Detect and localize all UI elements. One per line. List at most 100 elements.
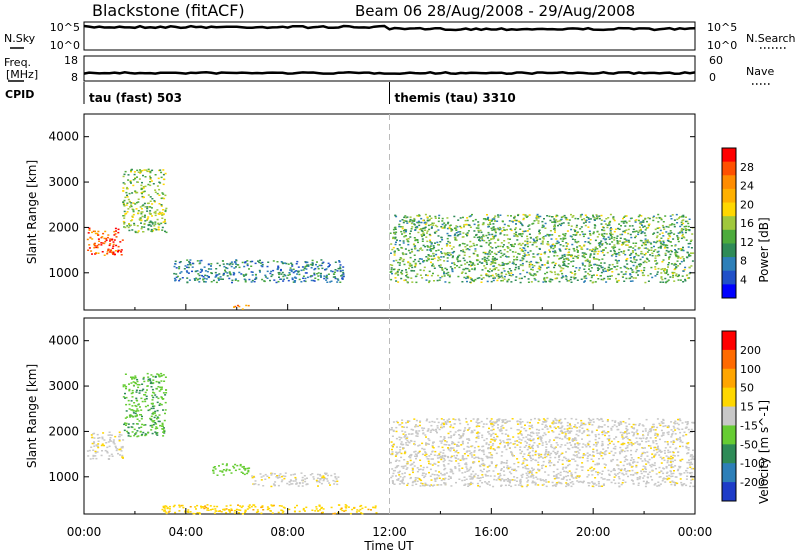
scatter-cell — [609, 233, 612, 236]
scatter-cell — [266, 270, 269, 273]
scatter-cell — [226, 275, 229, 277]
scatter-cell — [277, 280, 280, 283]
scatter-cell — [662, 244, 665, 246]
scatter-cell — [606, 270, 609, 272]
scatter-cell — [334, 276, 336, 278]
scatter-cell — [138, 389, 141, 392]
scatter-cell — [510, 479, 512, 481]
scatter-cell — [589, 253, 592, 255]
scatter-cell — [526, 448, 529, 451]
scatter-cell — [481, 269, 484, 271]
scatter-cell — [612, 469, 615, 471]
scatter-cell — [289, 269, 292, 271]
scatter-cell — [598, 268, 601, 270]
scatter-cell — [325, 268, 328, 270]
scatter-cell — [611, 419, 614, 422]
scatter-cell — [553, 246, 556, 248]
scatter-cell — [537, 261, 540, 264]
scatter-cell — [92, 449, 95, 451]
scatter-cell — [398, 438, 401, 441]
scatter-cell — [690, 239, 693, 241]
scatter-cell — [586, 258, 589, 261]
scatter-cell — [555, 419, 558, 422]
scatter-cell — [389, 453, 392, 456]
scatter-cell — [594, 281, 597, 283]
scatter-cell — [122, 201, 125, 204]
scatter-cell — [496, 419, 499, 421]
scatter-cell — [560, 218, 563, 221]
scatter-cell — [254, 480, 257, 482]
scatter-cell — [404, 431, 407, 433]
scatter-cell — [110, 453, 113, 456]
scatter-cell — [497, 427, 499, 429]
scatter-cell — [217, 279, 220, 281]
scatter-cell — [395, 459, 398, 461]
scatter-cell — [531, 467, 533, 469]
scatter-cell — [547, 451, 550, 454]
scatter-cell — [428, 439, 431, 442]
scatter-cell — [685, 239, 688, 241]
scatter-cell — [672, 425, 675, 428]
scatter-cell — [406, 281, 409, 283]
scatter-cell — [131, 216, 134, 218]
scatter-cell — [132, 184, 135, 187]
scatter-cell — [444, 254, 447, 256]
scatter-cell — [576, 279, 579, 281]
scatter-cell — [624, 422, 627, 424]
scatter-cell — [451, 267, 454, 270]
scatter-cell — [253, 483, 255, 486]
scatter-cell — [494, 268, 496, 271]
scatter-cell — [135, 399, 138, 401]
scatter-cell — [578, 245, 581, 247]
scatter-cell — [519, 430, 522, 432]
scatter-cell — [473, 244, 476, 247]
scatter-cell — [587, 241, 590, 243]
scatter-cell — [397, 478, 400, 480]
scatter-cell — [629, 274, 632, 276]
scatter-cell — [153, 412, 156, 414]
scatter-cell — [409, 252, 412, 254]
scatter-cell — [608, 442, 611, 445]
scatter-cell — [463, 453, 466, 455]
scatter-cell — [606, 243, 609, 245]
scatter-cell — [675, 273, 678, 275]
scatter-cell — [156, 185, 159, 187]
scatter-cell — [530, 281, 533, 283]
scatter-cell — [466, 277, 469, 279]
scatter-cell — [266, 265, 269, 268]
scatter-cell — [683, 483, 686, 485]
scatter-cell — [634, 472, 637, 474]
scatter-cell — [624, 436, 627, 438]
scatter-cell — [646, 248, 649, 250]
scatter-cell — [473, 457, 476, 459]
scatter-cell — [413, 245, 416, 248]
scatter-cell — [425, 236, 428, 238]
scatter-cell — [576, 464, 579, 466]
scatter-cell — [545, 425, 548, 428]
scatter-cell — [139, 430, 142, 433]
scatter-cell — [538, 443, 541, 445]
scatter-cell — [538, 454, 541, 457]
scatter-cell — [622, 252, 625, 254]
scatter-cell — [601, 420, 604, 422]
scatter-cell — [482, 426, 485, 428]
scatter-cell — [670, 466, 673, 469]
scatter-cell — [619, 267, 622, 269]
scatter-cell — [463, 484, 466, 486]
scatter-cell — [616, 241, 619, 243]
scatter-cell — [97, 440, 100, 442]
scatter-cell — [443, 482, 446, 484]
scatter-cell — [88, 247, 91, 249]
scatter-cell — [571, 446, 574, 449]
scatter-cell — [400, 230, 403, 233]
scatter-cell — [137, 403, 140, 405]
scatter-cell — [631, 225, 634, 227]
scatter-cell — [144, 433, 147, 435]
scatter-cell — [492, 265, 495, 267]
scatter-cell — [282, 475, 285, 477]
scatter-cell — [627, 239, 630, 242]
scatter-cell — [672, 460, 674, 463]
scatter-cell — [123, 384, 126, 386]
scatter-cell — [597, 278, 600, 280]
scatter-cell — [259, 262, 262, 264]
